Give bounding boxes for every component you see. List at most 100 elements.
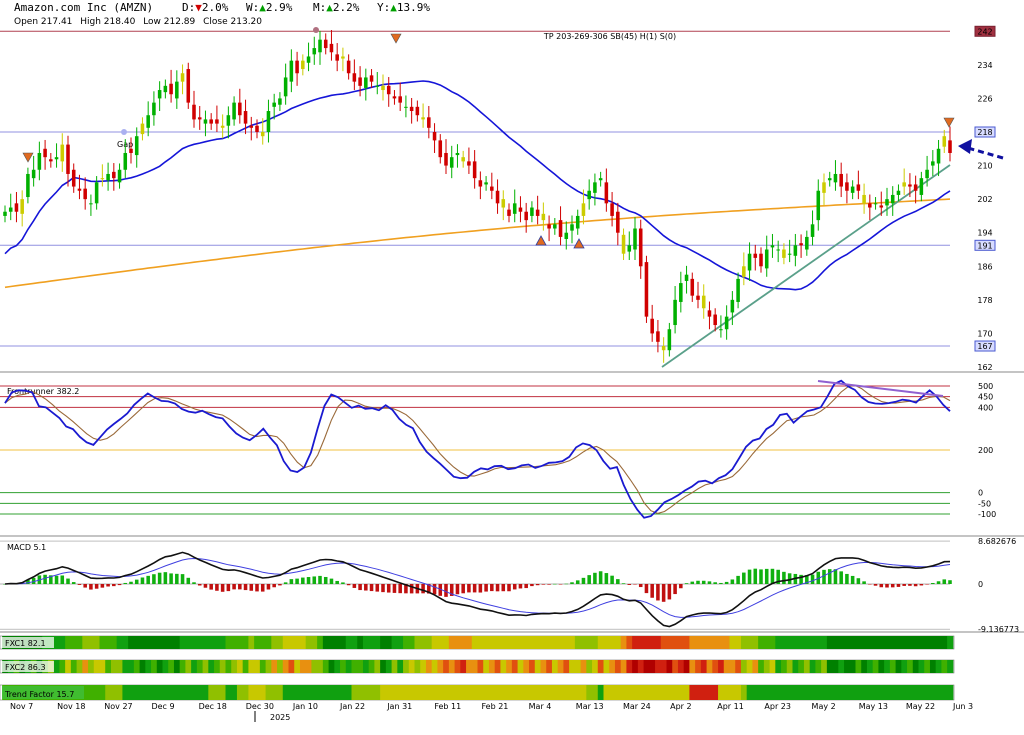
macd-histogram-bar: [318, 575, 322, 584]
heatmap-cell: [374, 660, 381, 673]
candle-body: [908, 184, 912, 187]
macd-histogram-bar: [232, 584, 236, 590]
heatmap-cell: [792, 660, 799, 673]
level-tag: [974, 126, 996, 138]
macd-histogram-bar: [931, 582, 935, 584]
heatmap-cell: [151, 685, 158, 700]
heatmap-cell: [53, 636, 60, 649]
heatmap-cell: [643, 636, 650, 649]
heatmap-label-bg: [2, 661, 54, 672]
heatmap-cell: [471, 685, 478, 700]
heatmap-cell: [781, 660, 788, 673]
heatmap-cell: [443, 685, 450, 700]
candle-body: [764, 249, 769, 269]
heatmap-cell: [65, 636, 72, 649]
macd-histogram-bar: [558, 584, 563, 585]
heatmap-cell: [529, 660, 536, 673]
candle-body: [175, 81, 179, 99]
macd-histogram-bar: [31, 577, 36, 584]
heatmap-cell: [809, 685, 816, 700]
candle-body: [386, 85, 391, 95]
heatmap-cell: [454, 660, 461, 673]
heatmap-cell: [282, 685, 289, 700]
candle-body: [564, 232, 569, 240]
heatmap-cell: [133, 660, 141, 673]
frontrunner-label: Frontrunner 382.2: [7, 387, 79, 396]
heatmap-cell: [488, 685, 496, 700]
heatmap-cell: [746, 660, 753, 673]
date-tick-label: Mar 4: [529, 702, 552, 711]
heatmap-cell: [924, 636, 931, 649]
macd-histogram-bar: [404, 584, 408, 594]
macd-histogram-bar: [283, 582, 288, 584]
candle-body: [31, 169, 36, 179]
heatmap-cell: [649, 660, 656, 673]
heatmap-cell: [603, 685, 610, 700]
heatmap-cell: [546, 636, 553, 649]
macd-histogram-bar: [266, 584, 271, 590]
heatmap-cell: [488, 636, 496, 649]
heatmap-cell: [105, 685, 112, 700]
candle-body: [827, 178, 832, 181]
candle-body: [868, 203, 872, 208]
heatmap-cell: [179, 636, 186, 649]
macd-histogram-bar: [507, 584, 511, 592]
heatmap-cell: [122, 636, 129, 649]
candle-body: [226, 115, 231, 126]
heatmap-cell: [443, 636, 450, 649]
heatmap-cell: [357, 660, 364, 673]
price-pane: 1621701781861942022102182262342422181911…: [0, 25, 1024, 373]
weekly-change: W:▲2.9%: [246, 1, 293, 14]
date-tick-label: May 2: [812, 702, 836, 711]
heatmap-cell: [385, 685, 393, 700]
heatmap-cell: [156, 636, 163, 649]
heatmap-cell: [895, 660, 902, 673]
candle-body: [530, 207, 534, 216]
heatmap-cell: [380, 636, 387, 649]
heatmap-cell: [225, 685, 232, 700]
sma-slow-line: [4, 198, 951, 289]
macd-histogram-bar: [638, 584, 643, 588]
heatmap-cell: [214, 685, 221, 700]
heatmap-cell: [70, 660, 78, 673]
heatmap-cell: [592, 660, 599, 673]
heatmap-cell: [420, 660, 427, 673]
heatmap-cell: [500, 660, 507, 673]
heatmap-cell: [374, 685, 381, 700]
date-tick-label: Nov 27: [104, 702, 132, 711]
heatmap-cell: [729, 636, 736, 649]
trendline: [661, 164, 951, 368]
heatmap-cell: [122, 685, 129, 700]
heatmap-cell: [706, 636, 713, 649]
macd-histogram-bar: [238, 584, 242, 590]
heatmap-cell: [334, 660, 341, 673]
heatmap-cell: [540, 636, 547, 649]
heatmap-cell: [735, 636, 742, 649]
candle-body: [776, 249, 780, 251]
level-tag-label: 167: [977, 342, 992, 351]
heatmap-cell: [580, 660, 587, 673]
heatmap-cell: [443, 660, 450, 673]
heatmap-cell: [832, 660, 839, 673]
heatmap-cell: [592, 685, 599, 700]
candle-body: [43, 148, 47, 158]
candle-body: [936, 148, 941, 164]
heatmap-cell: [128, 660, 135, 673]
heatmap-cell: [889, 636, 897, 649]
candle-body: [415, 106, 420, 116]
macd-histogram-bar: [215, 584, 219, 591]
level-tag-label: 218: [977, 128, 992, 137]
heatmap-cell: [151, 660, 158, 673]
heatmap-cell: [93, 685, 100, 700]
level-tag-label: 191: [977, 241, 992, 250]
heatmap-cell: [477, 685, 484, 700]
heatmap-cell: [500, 685, 507, 700]
heatmap-cell: [586, 636, 593, 649]
heatmap-cell: [265, 636, 272, 649]
macd-histogram-bar: [134, 579, 139, 584]
candle-body: [604, 182, 609, 204]
heatmap-cell: [947, 636, 954, 649]
candle-body: [822, 182, 826, 193]
candle-body: [679, 283, 683, 302]
